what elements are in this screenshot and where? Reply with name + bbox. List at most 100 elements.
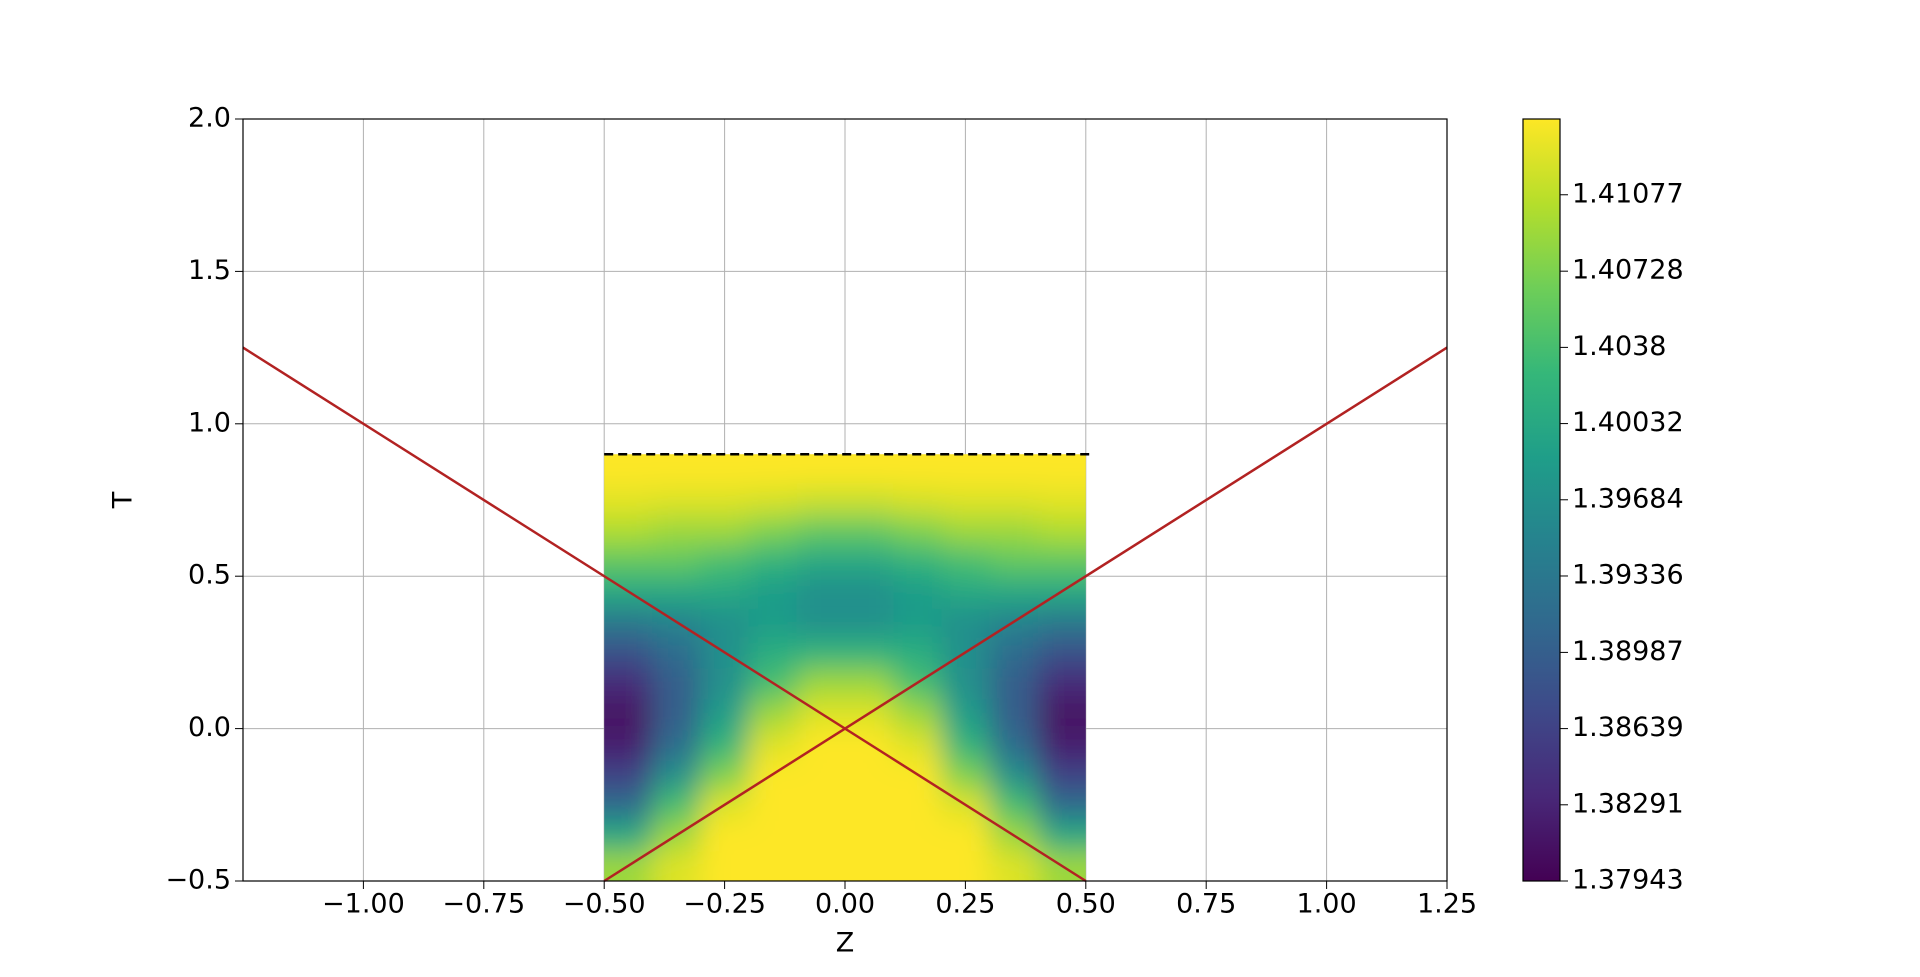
x-tick-label: 0.75 [1176,889,1236,920]
heat-cell [845,484,894,516]
heat-cell [604,484,653,516]
heat-cell [748,789,798,821]
heat-cell [1037,606,1086,638]
colorbar-tick-label: 1.38639 [1572,712,1684,743]
line [603,346,1448,883]
heat-cell [748,850,798,881]
heat-cell [845,789,894,821]
heat-cell [845,515,894,547]
heat-cell [989,637,1039,669]
colorbar-tick-label: 1.37943 [1572,865,1684,896]
heat-cell [1037,667,1086,699]
heat-cell [893,576,942,608]
heat-cell [700,698,750,730]
heat-cell [652,454,702,486]
heat-cell [893,698,942,730]
colorbar [1522,118,1561,882]
y-tick-label: −0.5 [165,865,231,896]
heat-cell [748,606,798,638]
heat-cell [748,515,798,547]
heat-cell [604,789,653,821]
heat-cell [845,606,894,638]
heat-cell [748,820,798,852]
heat-cell [941,698,990,730]
heat-cell [989,545,1039,577]
colorbar-tick-label: 1.38291 [1572,788,1684,819]
heat-cell [893,789,942,821]
heat-cell [1037,454,1086,486]
colorbar-tick-label: 1.39684 [1572,483,1684,514]
heat-cell [845,759,894,791]
heat-cell [652,789,702,821]
heat-cell [1037,698,1086,730]
heat-cell [941,606,990,638]
y-tick-label: 0.5 [188,560,231,591]
heat-cell [604,698,653,730]
heat-cell [1037,789,1086,821]
heat-cell [796,789,846,821]
x-tick-label: −0.75 [442,889,525,920]
heat-cell [604,454,653,486]
heat-cell [652,484,702,516]
heat-cell [941,515,990,547]
colorbar-tick-label: 1.40728 [1572,255,1684,286]
heat-cell [652,759,702,791]
x-tick-label: 1.00 [1297,889,1357,920]
heat-cell [893,454,942,486]
x-tick-label: 0.50 [1056,889,1116,920]
heat-cell [796,576,846,608]
heat-cell [700,545,750,577]
heat-cell [700,820,750,852]
heat-cell [845,576,894,608]
heat-cell [941,545,990,577]
heat-cell [1037,484,1086,516]
heat-cell [604,606,653,638]
heat-cell [989,789,1039,821]
colorbar-tick-label: 1.39336 [1572,559,1684,590]
heat-cell [796,820,846,852]
heat-cell [941,728,990,760]
y-tick-label: 0.0 [188,712,231,743]
heat-cell [748,728,798,760]
heat-cell [941,576,990,608]
heat-cell [893,515,942,547]
heat-cell [604,545,653,577]
heat-cell [700,728,750,760]
heat-cell [604,515,653,547]
heat-cell [652,545,702,577]
heat-cell [941,820,990,852]
heat-cell [700,484,750,516]
heat-cell [845,454,894,486]
heat-cell [1037,576,1086,608]
heat-cell [989,484,1039,516]
heat-cell [652,850,702,881]
heat-cell [700,454,750,486]
heat-cell [796,850,846,881]
heat-cell [893,606,942,638]
heat-cell [700,667,750,699]
heat-cell [796,515,846,547]
line [242,346,1087,883]
heat-cell [652,576,702,608]
heat-cell [1037,820,1086,852]
heat-cell [845,850,894,881]
heat-cell [700,850,750,881]
y-axis-label: T [108,491,139,509]
heat-cell [989,667,1039,699]
heat-cell [652,515,702,547]
heat-cell [748,637,798,669]
heat-cell [989,850,1039,881]
plot-frame [242,118,1448,882]
heat-cell [748,545,798,577]
heat-cell [796,667,846,699]
heat-cell [893,545,942,577]
heat-cell [941,454,990,486]
heat-cell [989,698,1039,730]
heat-cell [893,728,942,760]
colorbar-tick-label: 1.40032 [1572,407,1684,438]
heat-cell [700,606,750,638]
colorbar-tick-label: 1.41077 [1572,178,1684,209]
x-tick-label: −0.50 [563,889,646,920]
heat-cell [796,484,846,516]
